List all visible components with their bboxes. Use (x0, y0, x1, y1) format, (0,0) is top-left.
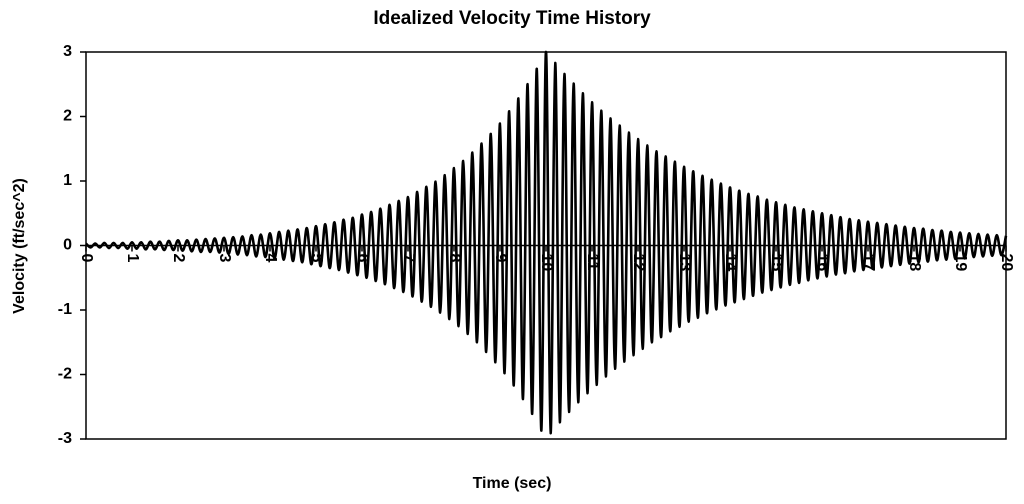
x-tick-label: 11 (584, 254, 601, 271)
x-tick-label: 2 (170, 254, 187, 263)
series-line (85, 50, 1008, 435)
y-tick-label: -1 (58, 301, 72, 318)
x-tick-label: 4 (262, 254, 279, 263)
y-tick-label: -3 (58, 430, 72, 447)
x-tick-label: 5 (308, 254, 325, 263)
y-axis-label: Velocity (ft/sec^2) (11, 178, 28, 314)
x-tick-label: 7 (400, 254, 417, 263)
x-tick-label: 12 (630, 254, 647, 272)
x-tick-label: 9 (492, 254, 509, 263)
y-tick-label: -2 (58, 366, 72, 383)
y-tick-label: 1 (63, 172, 72, 189)
x-tick-label: 10 (538, 254, 555, 272)
x-tick-label: 1 (124, 254, 141, 263)
x-axis-label: Time (sec) (473, 475, 552, 492)
x-tick-label: 3 (216, 254, 233, 263)
x-tick-label: 8 (446, 254, 463, 263)
x-tick-label: 0 (78, 254, 95, 263)
chart-title: Idealized Velocity Time History (373, 8, 651, 29)
x-tick-label: 20 (998, 254, 1015, 272)
y-tick-label: 0 (63, 237, 72, 254)
y-tick-label: 3 (63, 43, 72, 60)
y-tick-label: 2 (63, 108, 72, 125)
x-tick-label: 6 (354, 254, 371, 263)
